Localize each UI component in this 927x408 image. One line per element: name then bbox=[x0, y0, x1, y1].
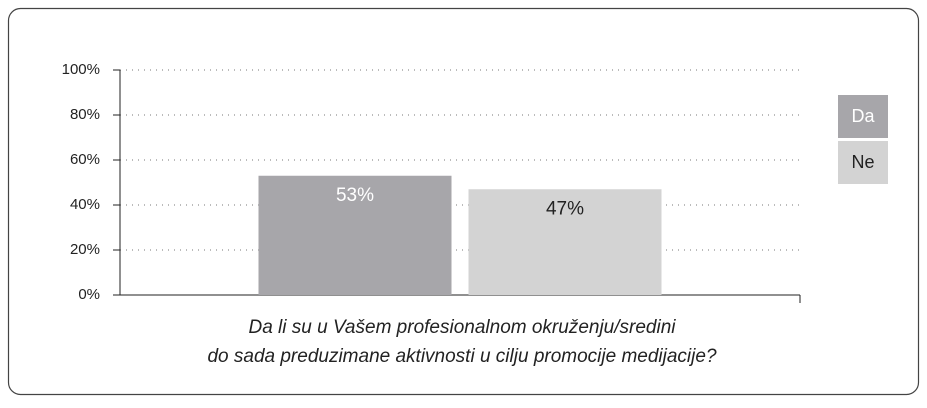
legend-label: Ne bbox=[851, 152, 874, 172]
y-tick-label: 0% bbox=[78, 286, 100, 303]
x-axis-label: do sada preduzimane aktivnosti u cilju p… bbox=[207, 346, 716, 367]
y-tick-label: 100% bbox=[62, 61, 100, 78]
y-tick-label: 40% bbox=[70, 196, 100, 213]
data-label: 53% bbox=[336, 185, 374, 206]
bar bbox=[258, 175, 452, 295]
frame bbox=[7, 7, 920, 396]
x-axis-label: Da li su u Vašem profesionalnom okruženj… bbox=[248, 317, 676, 338]
y-tick-label: 60% bbox=[70, 151, 100, 168]
legend-swatch bbox=[838, 141, 888, 184]
y-tick-label: 20% bbox=[70, 241, 100, 258]
data-label: 47% bbox=[546, 198, 584, 219]
legend-swatch bbox=[838, 95, 888, 138]
y-tick-label: 80% bbox=[70, 106, 100, 123]
legend-label: Da bbox=[851, 106, 875, 126]
bar bbox=[468, 189, 662, 295]
